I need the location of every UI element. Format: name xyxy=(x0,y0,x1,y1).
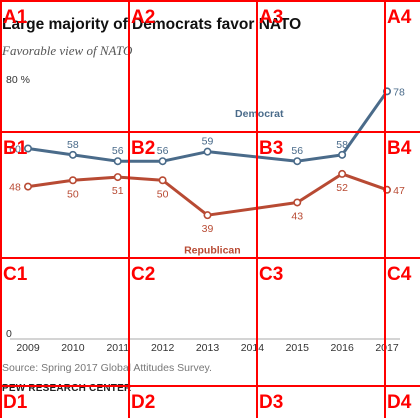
data-label: 56 xyxy=(112,145,124,157)
data-point xyxy=(203,147,212,156)
series-layer: 60 58 56 56 59 56 58 78 Democrat 48 50 51 50 39 43 52 47… xyxy=(9,86,405,256)
series-name-label: Republican xyxy=(184,244,241,256)
series-line xyxy=(26,89,389,163)
data-label: 52 xyxy=(336,182,348,194)
y-tick-label: 0 xyxy=(6,328,12,340)
data-point xyxy=(113,157,122,166)
data-label: 78 xyxy=(393,86,405,98)
y-tick-label: 80 % xyxy=(6,74,30,86)
data-label: 58 xyxy=(67,139,79,151)
data-point xyxy=(158,157,167,166)
x-tick-label: 2011 xyxy=(106,342,129,354)
data-label: 39 xyxy=(202,223,214,235)
x-tick-label: 2015 xyxy=(286,342,310,354)
data-label: 56 xyxy=(291,145,303,157)
x-tick-label: 2014 xyxy=(241,342,265,354)
data-point xyxy=(23,182,32,191)
data-point xyxy=(382,87,391,96)
x-tick-label: 2009 xyxy=(16,342,40,354)
source-note: Source: Spring 2017 Global Attitudes Sur… xyxy=(2,362,212,374)
chart-subtitle: Favorable view of NATO xyxy=(2,43,133,58)
x-tick-label: 2016 xyxy=(330,342,354,354)
data-label: 59 xyxy=(202,136,214,148)
data-label: 47 xyxy=(393,185,405,197)
data-label: 50 xyxy=(67,188,79,200)
data-point xyxy=(338,169,347,178)
data-point xyxy=(203,211,212,220)
data-point xyxy=(113,173,122,182)
data-point xyxy=(68,150,77,159)
x-tick-labels: 2009 2010 2011 2012 2013 2014 2015 2016 2017 xyxy=(16,342,399,354)
data-point xyxy=(293,157,302,166)
chart-title: Large majority of Democrats favor NATO xyxy=(2,16,302,33)
data-point xyxy=(382,185,391,194)
data-point xyxy=(68,176,77,185)
data-point xyxy=(23,144,32,153)
data-label: 43 xyxy=(291,210,303,222)
series-line xyxy=(26,172,389,217)
series-republican: 48 50 51 50 39 43 52 47 Republican xyxy=(9,169,405,256)
data-label: 51 xyxy=(112,185,124,197)
data-label: 58 xyxy=(336,139,348,151)
x-tick-label: 2010 xyxy=(61,342,85,354)
data-point xyxy=(293,198,302,207)
data-label: 50 xyxy=(157,188,169,200)
y-tick-labels: 80 % 0 xyxy=(6,74,30,340)
x-tick-label: 2017 xyxy=(375,342,399,354)
data-point xyxy=(158,176,167,185)
series-democrat: 60 58 56 56 59 56 58 78 Democrat xyxy=(9,86,405,166)
x-tick-label: 2013 xyxy=(196,342,220,354)
data-label: 48 xyxy=(9,182,21,194)
data-label: 56 xyxy=(157,145,169,157)
data-point xyxy=(338,150,347,159)
data-label: 60 xyxy=(9,144,21,156)
series-name-label: Democrat xyxy=(235,108,284,120)
x-tick-label: 2012 xyxy=(151,342,175,354)
organization-name: PEW RESEARCH CENTER xyxy=(2,383,132,394)
